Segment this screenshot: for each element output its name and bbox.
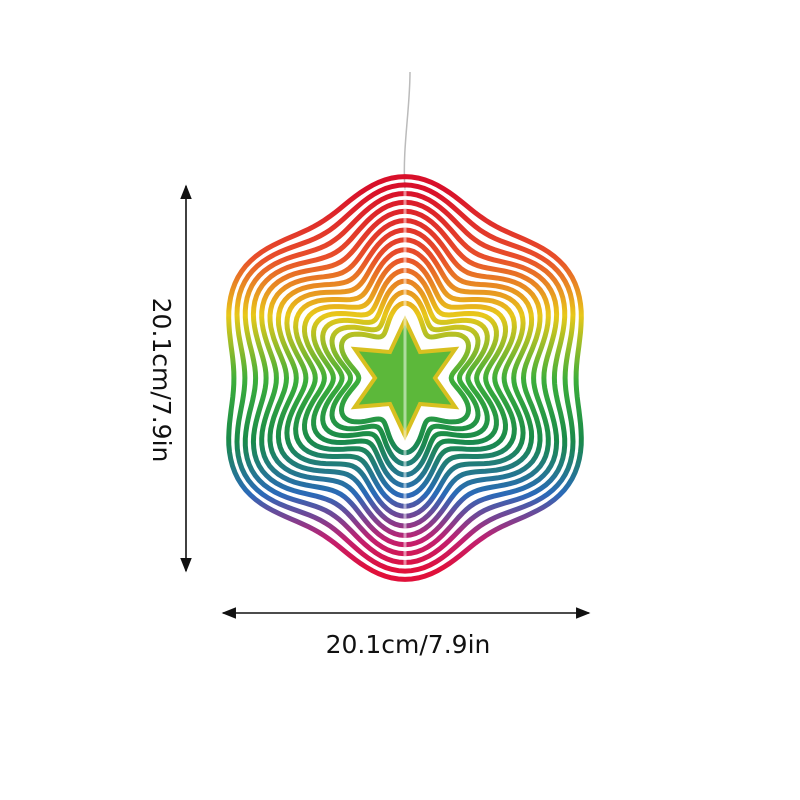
- spinner-ring: [226, 174, 584, 582]
- hanging-string: [403, 71, 411, 191]
- height-label: 20.1cm/7.9in: [147, 298, 176, 463]
- spinner-ring: [234, 182, 576, 574]
- spinner: [226, 174, 584, 582]
- width-label: 20.1cm/7.9in: [326, 630, 491, 659]
